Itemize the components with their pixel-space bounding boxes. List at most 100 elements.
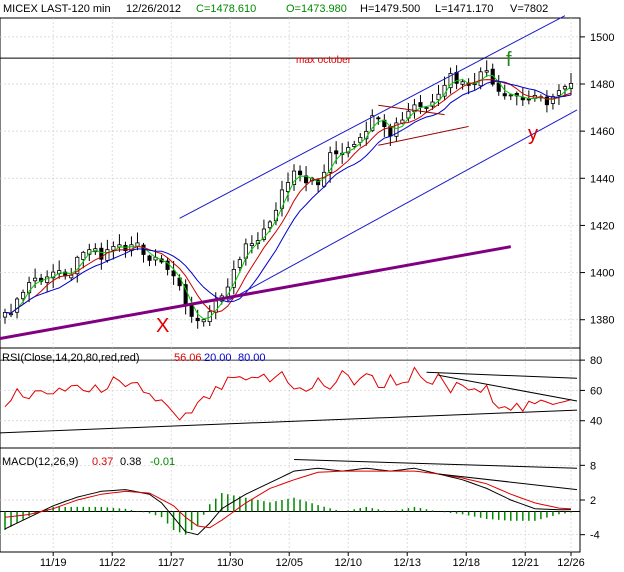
y-tick-label: 1380 <box>590 315 614 327</box>
candle-body <box>195 317 200 322</box>
candle-body <box>231 269 236 288</box>
x-tick-label: 12/21 <box>511 557 539 569</box>
x-tick-label: 11/27 <box>158 557 185 569</box>
candle-body <box>171 270 176 277</box>
macd-panel <box>0 459 580 536</box>
rsi-upper: 80.00 <box>238 352 266 364</box>
y-tick-label: 1440 <box>590 173 614 185</box>
candle-body <box>285 182 291 192</box>
candle-body <box>273 209 279 222</box>
macd-signal: 0.38 <box>120 456 141 468</box>
channel-line <box>179 15 566 219</box>
candle-body <box>334 150 339 155</box>
candle-body <box>394 122 399 137</box>
header-volume: V=7802 <box>510 3 548 15</box>
rsi-tick-label: 40 <box>590 416 602 428</box>
candle-body <box>370 115 375 132</box>
ma-slow-line <box>4 80 572 314</box>
macd-label: MACD(12,26,9) <box>2 456 78 468</box>
candle-body <box>297 170 303 176</box>
triangle-line <box>378 104 445 116</box>
candle-body <box>27 282 32 294</box>
grid <box>0 18 580 552</box>
candle-body <box>267 221 272 229</box>
candle-body <box>568 82 574 89</box>
x-tick-label: 12/18 <box>452 557 480 569</box>
candle-body <box>424 107 429 109</box>
candle-body <box>189 305 194 317</box>
macd-line <box>4 467 572 536</box>
candle-body <box>460 81 465 85</box>
macd-hist: -0.01 <box>150 456 175 468</box>
candle-body <box>51 271 56 279</box>
rsi-line <box>4 366 572 421</box>
candle-body <box>550 96 555 104</box>
header-close: C=1478.610 <box>196 3 256 15</box>
rsi-trend-line <box>0 409 578 434</box>
candle-body <box>418 102 423 108</box>
y-tick-label: 1420 <box>590 220 614 232</box>
candle-body <box>520 97 525 101</box>
candle-body <box>33 277 38 282</box>
candle-body <box>21 291 26 300</box>
y-tick-label: 1460 <box>590 126 614 138</box>
x-tick-label: 11/19 <box>40 557 67 569</box>
candle-body <box>81 251 86 260</box>
macd-trend-line <box>294 459 578 469</box>
x-mark: X <box>156 315 169 337</box>
rsi-tick-label: 60 <box>590 385 602 397</box>
header-high: H=1479.500 <box>360 3 420 15</box>
candle-body <box>544 96 549 106</box>
ma-fast-line <box>4 74 572 320</box>
candle-body <box>75 256 80 275</box>
candle-body <box>8 313 14 316</box>
ma-mid-line <box>4 79 572 314</box>
x-tick-label: 11/30 <box>217 557 244 569</box>
candle-body <box>358 136 363 143</box>
candle-body <box>261 228 266 240</box>
candle-body <box>291 170 297 185</box>
candle-body <box>376 117 381 120</box>
candle-body <box>249 243 254 246</box>
macd-tick-label: 8 <box>590 460 596 472</box>
triangle-line <box>378 125 469 146</box>
rsi-label: RSI(Close,14,20,80,red,red) <box>2 352 140 364</box>
candle-body <box>14 298 20 313</box>
candle-body <box>111 245 116 251</box>
header-open: O=1473.980 <box>286 3 347 15</box>
candle-body <box>436 93 441 101</box>
x-tick-label: 11/22 <box>99 557 126 569</box>
candle-body <box>352 144 357 147</box>
rsi-trend-line <box>426 371 578 379</box>
macd-tick-label: 2 <box>590 495 596 507</box>
candle-body <box>478 71 483 87</box>
rsi-tick-label: 80 <box>590 355 602 367</box>
x-tick-label: 12/13 <box>393 557 421 569</box>
macd-signal-line <box>4 470 572 529</box>
candle-body <box>147 255 152 261</box>
candle-body <box>2 311 8 318</box>
header-date: 12/26/2012 <box>126 3 181 15</box>
max-october-label: max october <box>296 55 352 66</box>
candle-body <box>123 244 128 252</box>
candle-body <box>556 90 562 96</box>
rsi-trend-line <box>438 374 578 402</box>
rsi-lower: 20.00 <box>204 352 232 364</box>
candle-body <box>508 94 513 97</box>
macd-tick-label: -4 <box>590 530 600 542</box>
x-tick-label: 12/05 <box>275 557 303 569</box>
header-low: L=1471.170 <box>435 3 493 15</box>
macd-trend-line <box>438 473 578 491</box>
candle-body <box>99 247 104 260</box>
rsi-value: 56.06 <box>174 352 202 364</box>
rsi-panel <box>0 359 580 434</box>
y-tick-label: 1480 <box>590 79 614 91</box>
axes: 1380 1400 1420 1440 1460 1480 1500 40 60 80 -4 2 8 11… <box>40 32 615 569</box>
x-tick-label: 12/10 <box>334 557 362 569</box>
price-panel <box>0 15 580 341</box>
candle-body <box>105 249 110 261</box>
channel-line <box>227 109 578 302</box>
candle-body <box>562 86 568 90</box>
candle-body <box>484 70 489 73</box>
